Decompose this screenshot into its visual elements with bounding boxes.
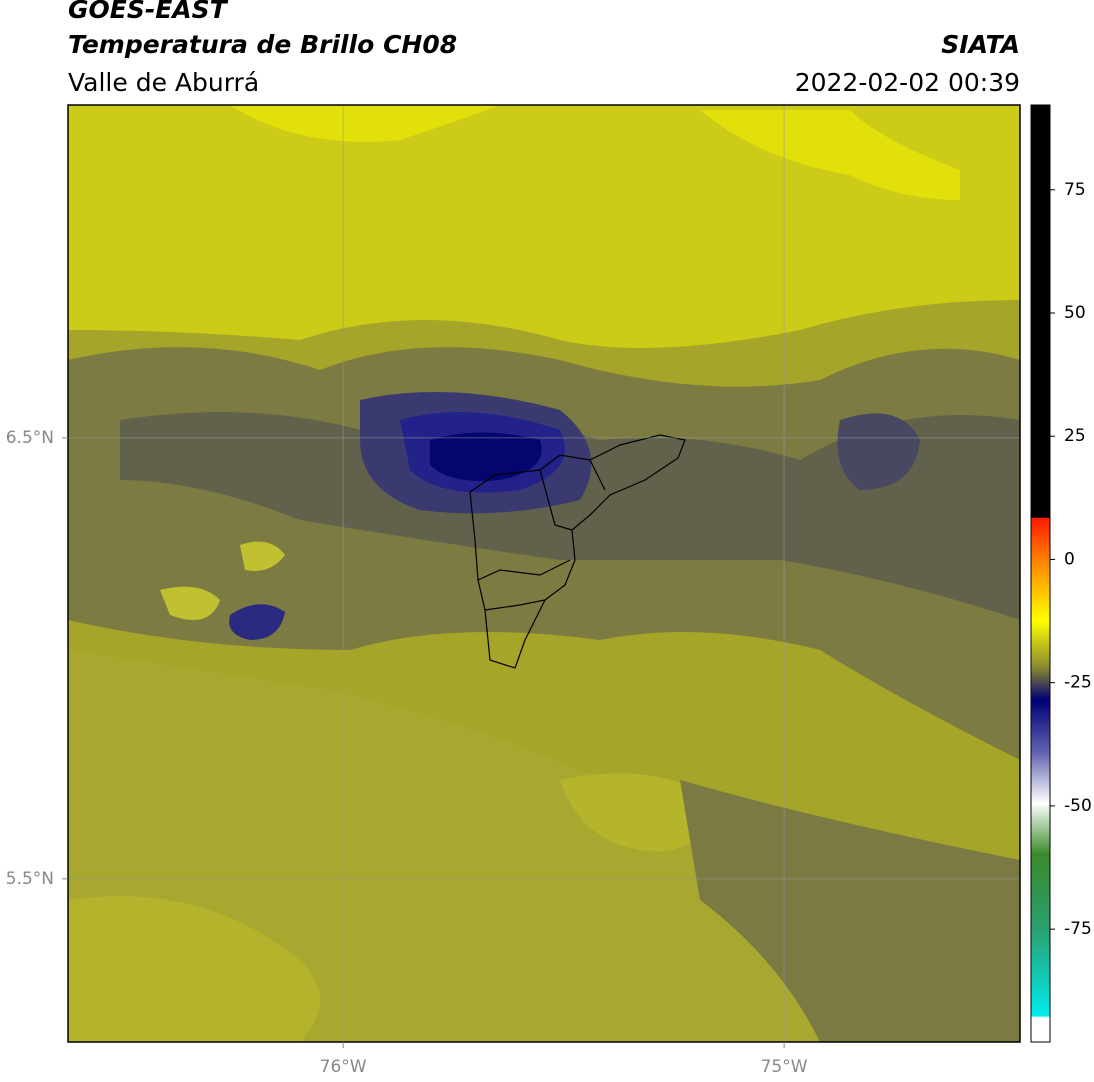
- colorbar-tick-label: 50: [1064, 303, 1086, 323]
- source: SIATA: [941, 30, 1020, 59]
- title: GOES-EAST: [68, 0, 229, 24]
- raster: [68, 105, 1020, 1042]
- x-tick-label: 75°W: [761, 1057, 808, 1077]
- colorbar-tick-label: -25: [1064, 673, 1092, 693]
- colorbar-tick-label: 75: [1064, 180, 1086, 200]
- colorbar: [1030, 104, 1051, 1043]
- colorbar-tick-label: 0: [1064, 549, 1075, 569]
- valley-outline: [469, 434, 686, 669]
- region: Valle de Aburrá: [68, 68, 259, 97]
- map-frame: [67, 104, 1021, 1043]
- colorbar-tick-label: -75: [1064, 919, 1092, 939]
- x-tick-label: 76°W: [320, 1057, 367, 1077]
- datetime: 2022-02-02 00:39: [795, 68, 1020, 97]
- y-tick-label: 6.5°N: [6, 428, 54, 448]
- y-tick-label: 5.5°N: [6, 869, 54, 889]
- colorbar-tick-label: 25: [1064, 426, 1086, 446]
- subtitle: Temperatura de Brillo CH08: [68, 30, 457, 59]
- colorbar-tick-label: -50: [1064, 796, 1092, 816]
